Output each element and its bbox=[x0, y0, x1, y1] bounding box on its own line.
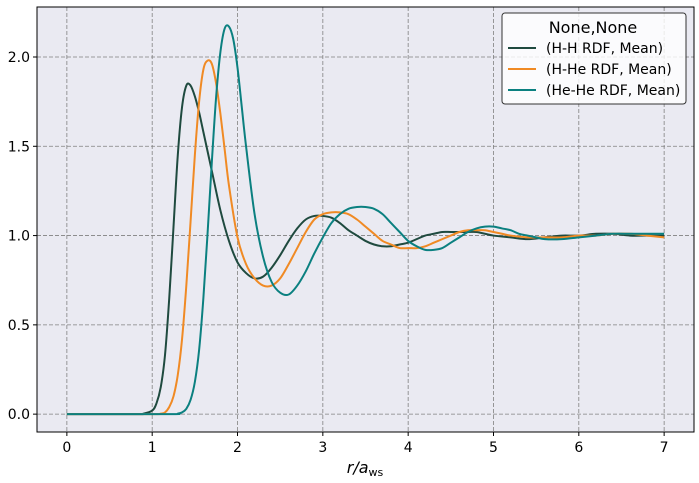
x-axis-label-main: r/a bbox=[347, 458, 369, 477]
x-tick-label: 7 bbox=[660, 440, 669, 456]
plot-frame bbox=[36, 6, 695, 433]
x-axis-label-sub: ws bbox=[369, 466, 384, 479]
y-tick-label: 2.0 bbox=[8, 50, 30, 66]
x-tick-label: 6 bbox=[574, 440, 583, 456]
y-tick-label: 0.5 bbox=[8, 318, 30, 334]
y-tick-label: 1.5 bbox=[8, 139, 30, 155]
x-tick-label: 1 bbox=[148, 440, 157, 456]
legend-label-2: (He-He RDF, Mean) bbox=[546, 83, 680, 99]
y-tick-label: 0.0 bbox=[8, 407, 30, 423]
x-tick-label: 3 bbox=[318, 440, 327, 456]
x-tick-label: 5 bbox=[489, 440, 498, 456]
legend-label-1: (H-He RDF, Mean) bbox=[546, 62, 672, 78]
x-tick-label: 2 bbox=[233, 440, 242, 456]
x-axis-label: r/aws bbox=[347, 458, 384, 479]
x-axis-ticks: 0 1 2 3 4 5 6 7 bbox=[62, 432, 669, 456]
y-tick-label: 1.0 bbox=[8, 229, 30, 245]
legend-box bbox=[501, 12, 687, 105]
legend-title: None,None bbox=[549, 18, 638, 37]
x-tick-label: 4 bbox=[404, 440, 413, 456]
series-lines bbox=[66, 24, 665, 416]
y-axis-ticks: 0.0 0.5 1.0 1.5 2.0 bbox=[8, 50, 37, 423]
series-line-0 bbox=[66, 82, 665, 416]
series-line-1 bbox=[66, 59, 665, 416]
legend-items: (H-H RDF, Mean) (H-He RDF, Mean) (He-He RD… bbox=[508, 41, 680, 99]
series-line-2 bbox=[66, 24, 665, 416]
legend: None,None (H-H RDF, Mean) (H-He RDF, Mean… bbox=[501, 12, 687, 105]
x-tick-label: 0 bbox=[62, 440, 71, 456]
legend-label-0: (H-H RDF, Mean) bbox=[546, 41, 663, 57]
